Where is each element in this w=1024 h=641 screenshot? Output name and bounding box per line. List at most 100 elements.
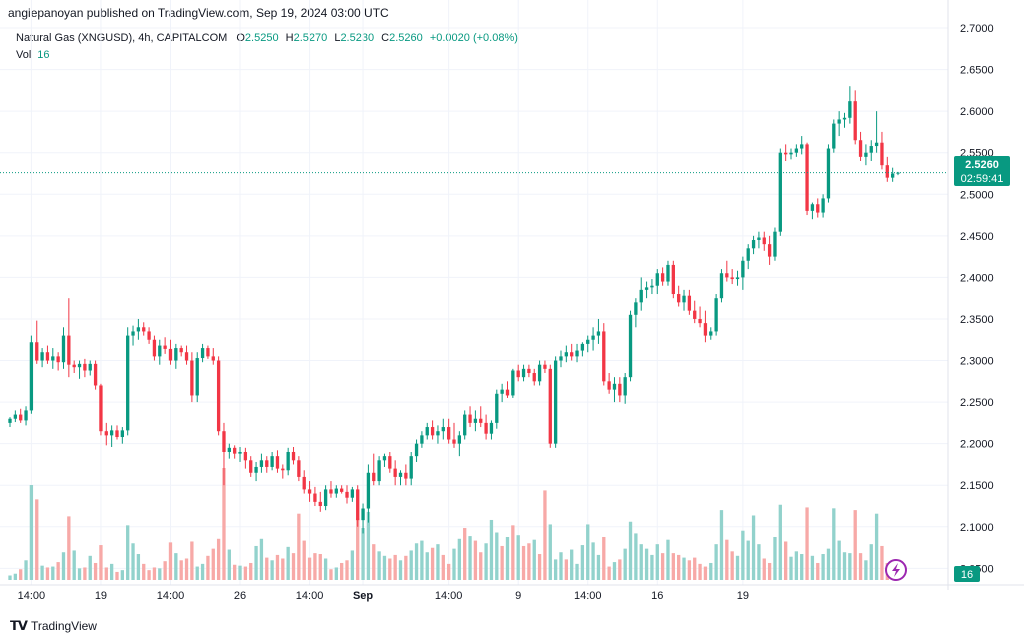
candle-body [516,370,520,378]
volume-bar [275,554,280,580]
candle-body [302,476,306,490]
candle [24,406,28,426]
volume-bar [190,541,194,580]
candle-body [730,277,734,280]
candle-body [120,430,124,438]
candle [19,408,23,423]
candle [660,267,665,286]
volume-bar [313,553,317,580]
volume-bar [489,519,494,580]
candle-body [452,439,456,444]
candle-body [93,363,98,386]
volume-bar [377,551,381,580]
time-tick-label: 19 [95,590,107,602]
symbol-title[interactable]: Natural Gas (XNGUSD), 4h, CAPITALCOM [16,32,228,44]
candle-body [147,331,151,340]
volume-bar [869,544,873,580]
candle-body [270,456,274,467]
volume-bar [147,570,151,580]
candle-body [586,339,590,344]
candle [468,406,472,428]
candle-body [537,364,542,382]
candle-body [131,331,135,336]
candle [275,450,280,473]
volume-bar [195,566,199,580]
candle [254,461,258,482]
candle-body [505,389,510,396]
candle-body [372,472,376,482]
time-tick-label: 14:00 [18,590,46,602]
price-tick-label: 2.1500 [960,480,994,492]
volume-bar [890,571,895,580]
volume-bar [527,543,531,580]
volume-bar [537,554,542,580]
volume-bar [211,548,215,580]
candle [56,352,60,371]
candle-body [778,152,782,232]
candle [778,148,782,236]
lightning-icon[interactable] [885,559,907,581]
candle [773,227,777,261]
candle [489,420,494,440]
volume-bar [687,560,692,580]
candle [810,202,815,220]
volume-bar [591,542,595,580]
tradingview-brand[interactable]: 𝗧𝗩 TradingView [10,618,97,634]
candle-body [703,323,708,336]
volume-bar [83,567,87,580]
volume-bar [388,558,392,580]
candle-body [345,491,349,498]
volume-bar [104,567,108,580]
candle [72,360,76,374]
candle [382,453,387,467]
volume-bar [607,566,611,580]
candle [168,339,173,365]
candle [703,310,708,343]
volume-bar [136,554,141,580]
candle [420,431,424,448]
candle [104,422,108,446]
candle-body [275,456,280,469]
candle-body [420,435,424,444]
volume-bar [61,552,66,580]
candle [751,235,756,255]
candle-body [56,356,60,363]
candle [297,456,301,482]
volume-bar [805,507,809,580]
candle-body [714,298,718,332]
volume-bar [307,557,312,580]
candle-body [543,364,547,369]
candle [222,422,226,486]
candle [730,269,734,285]
candle-body [414,443,419,457]
volume-bar [206,555,210,580]
candle [35,320,39,364]
candle-body [832,123,836,149]
candle [318,491,322,512]
volume-bar [559,552,563,580]
candle [848,86,852,124]
candle-body [580,343,585,351]
candle [896,171,900,176]
volume-bar [77,568,82,580]
candle [216,356,221,436]
volume-bar [163,561,167,580]
volume-bar [281,558,285,580]
candle-body [388,456,392,469]
candle-body [682,295,686,303]
candle [446,418,451,444]
volume-bar [404,555,408,580]
price-tag-bg [954,156,1010,186]
volume-bar [249,562,253,580]
volume-bar [318,554,322,580]
candle-body [24,410,28,421]
candle-body [890,173,895,178]
candle-body [805,144,809,211]
candle-body [334,488,338,494]
candle [414,439,419,462]
candle-body [751,239,756,249]
candle [864,144,868,166]
volume-bar [521,545,526,580]
time-tick-label: 14:00 [435,590,463,602]
